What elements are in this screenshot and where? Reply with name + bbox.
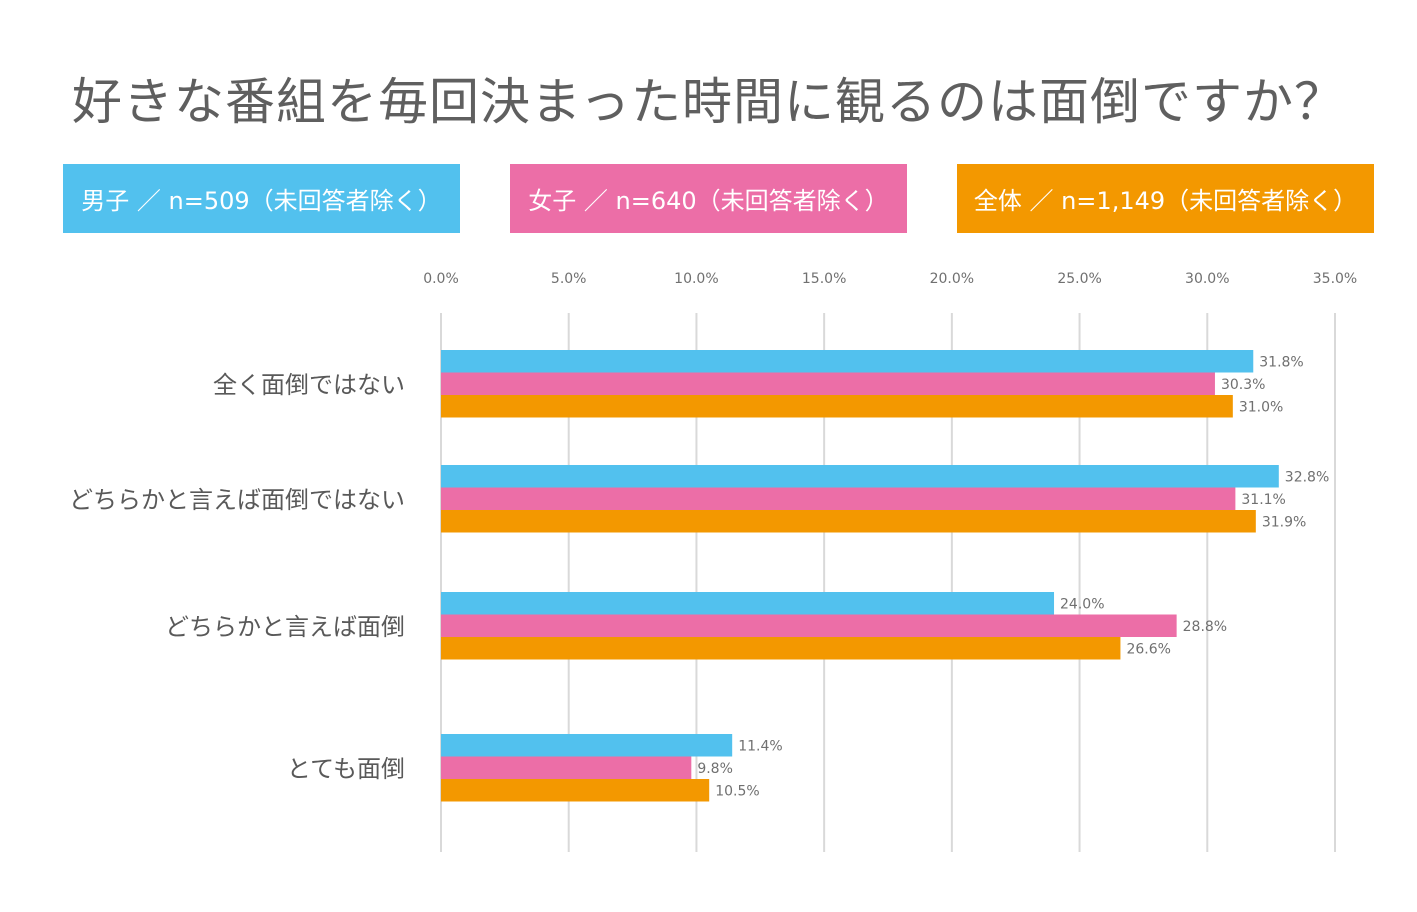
data-label: 30.3%	[1221, 377, 1265, 393]
bar	[441, 372, 1215, 395]
x-tick-label: 30.0%	[1185, 271, 1229, 287]
x-tick-label: 25.0%	[1057, 271, 1101, 287]
data-label: 28.8%	[1183, 619, 1227, 635]
legend-item-total: 全体 ／ n=1,149（未回答者除く）	[957, 164, 1374, 233]
data-label: 24.0%	[1060, 596, 1104, 612]
category-label: どちらかと言えば面倒ではない	[69, 486, 405, 514]
x-tick-label: 5.0%	[551, 271, 587, 287]
bar	[441, 487, 1236, 510]
data-label: 26.6%	[1126, 641, 1170, 657]
x-tick-label: 10.0%	[674, 271, 718, 287]
bar	[441, 592, 1055, 615]
x-tick-label: 0.0%	[423, 271, 459, 287]
x-tick-label: 35.0%	[1313, 271, 1357, 287]
bar	[441, 395, 1233, 418]
data-label: 31.1%	[1241, 492, 1285, 508]
data-label: 31.8%	[1259, 354, 1303, 370]
bar	[441, 350, 1254, 373]
bar	[441, 734, 733, 757]
bar	[441, 614, 1177, 637]
bar	[441, 637, 1121, 660]
category-label: どちらかと言えば面倒	[165, 613, 405, 641]
legend-item-female: 女子 ／ n=640（未回答者除く）	[510, 164, 907, 233]
data-label: 10.5%	[715, 783, 759, 799]
category-label: 全く面倒ではない	[213, 371, 405, 399]
legend-item-male: 男子 ／ n=509（未回答者除く）	[63, 164, 460, 233]
chart-title: 好きな番組を毎回決まった時間に観るのは面倒ですか？	[72, 73, 1345, 131]
data-label: 31.9%	[1262, 514, 1306, 530]
x-tick-label: 20.0%	[930, 271, 974, 287]
bar	[441, 465, 1279, 488]
x-tick-label: 15.0%	[802, 271, 846, 287]
bar	[441, 779, 710, 802]
data-label: 9.8%	[697, 761, 733, 777]
data-label: 11.4%	[738, 738, 782, 754]
category-label: とても面倒	[287, 755, 405, 783]
bar	[441, 756, 692, 779]
bar	[441, 510, 1256, 533]
data-label: 32.8%	[1285, 469, 1329, 485]
data-label: 31.0%	[1239, 399, 1283, 415]
